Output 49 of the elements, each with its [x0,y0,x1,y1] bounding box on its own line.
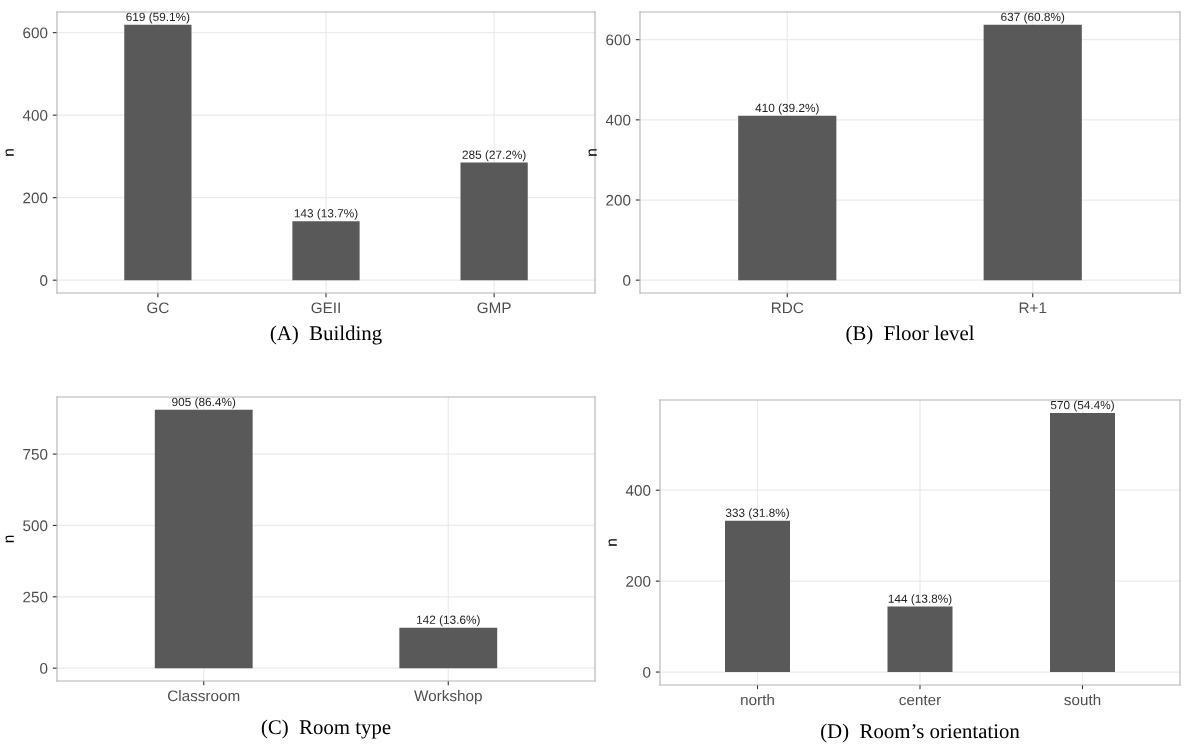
data-label: 637 (60.8%) [1001,12,1065,24]
y-tick-label: 0 [40,275,48,286]
y-tick-label: 600 [606,34,631,46]
text: (C) Room type [261,719,391,739]
data-label: 142 (13.6%) [417,615,480,627]
y-tick-label: 400 [22,110,48,121]
y-axis-title: n [588,149,597,156]
text: (B) Floor level [846,325,975,345]
bar [725,520,790,673]
y-tick-label: 750 [23,448,48,460]
x-tick-label: GMP [477,302,511,314]
data-label: 619 (59.1%) [126,12,190,24]
y-axis-title: n [5,149,14,156]
y-tick-label: 400 [625,485,651,496]
x-tick-label: center [899,695,941,706]
text: (A) Building [270,325,382,345]
bar [124,24,192,281]
x-tick-label: Classroom [168,690,240,702]
data-label: 570 (54.4%) [1050,400,1114,412]
bar [460,162,528,281]
y-axis-title: n [5,535,14,543]
y-tick-label: 0 [623,275,631,286]
data-label: 333 (31.8%) [725,508,789,520]
x-tick-label: Workshop [414,690,482,705]
x-tick-label: R+1 [1019,302,1047,314]
data-label: 143 (13.7%) [294,208,358,220]
data-label: 905 (86.4%) [172,397,236,409]
x-tick-label: GC [147,302,169,314]
x-tick-label: RDC [771,302,804,314]
y-tick-label: 600 [23,27,48,39]
data-label: 285 (27.2%) [462,150,526,162]
x-tick-label: south [1064,694,1101,706]
y-tick-label: 500 [23,520,48,532]
y-tick-label: 200 [626,576,651,587]
y-tick-label: 0 [40,663,48,674]
bar [292,221,360,281]
y-tick-label: 200 [23,192,48,204]
data-label: 410 (39.2%) [755,103,819,115]
y-tick-label: 250 [23,591,48,603]
text: (D) Room’s orientation [821,723,1020,743]
y-tick-label: 0 [643,666,651,678]
x-tick-label: GEII [311,302,340,314]
x-tick-label: north [741,694,774,706]
bar [1050,412,1115,673]
data-label: 144 (13.8%) [888,594,952,606]
y-tick-label: 400 [605,114,631,126]
y-tick-label: 200 [606,194,631,206]
y-axis-title: n [608,539,617,546]
bar [887,606,953,673]
